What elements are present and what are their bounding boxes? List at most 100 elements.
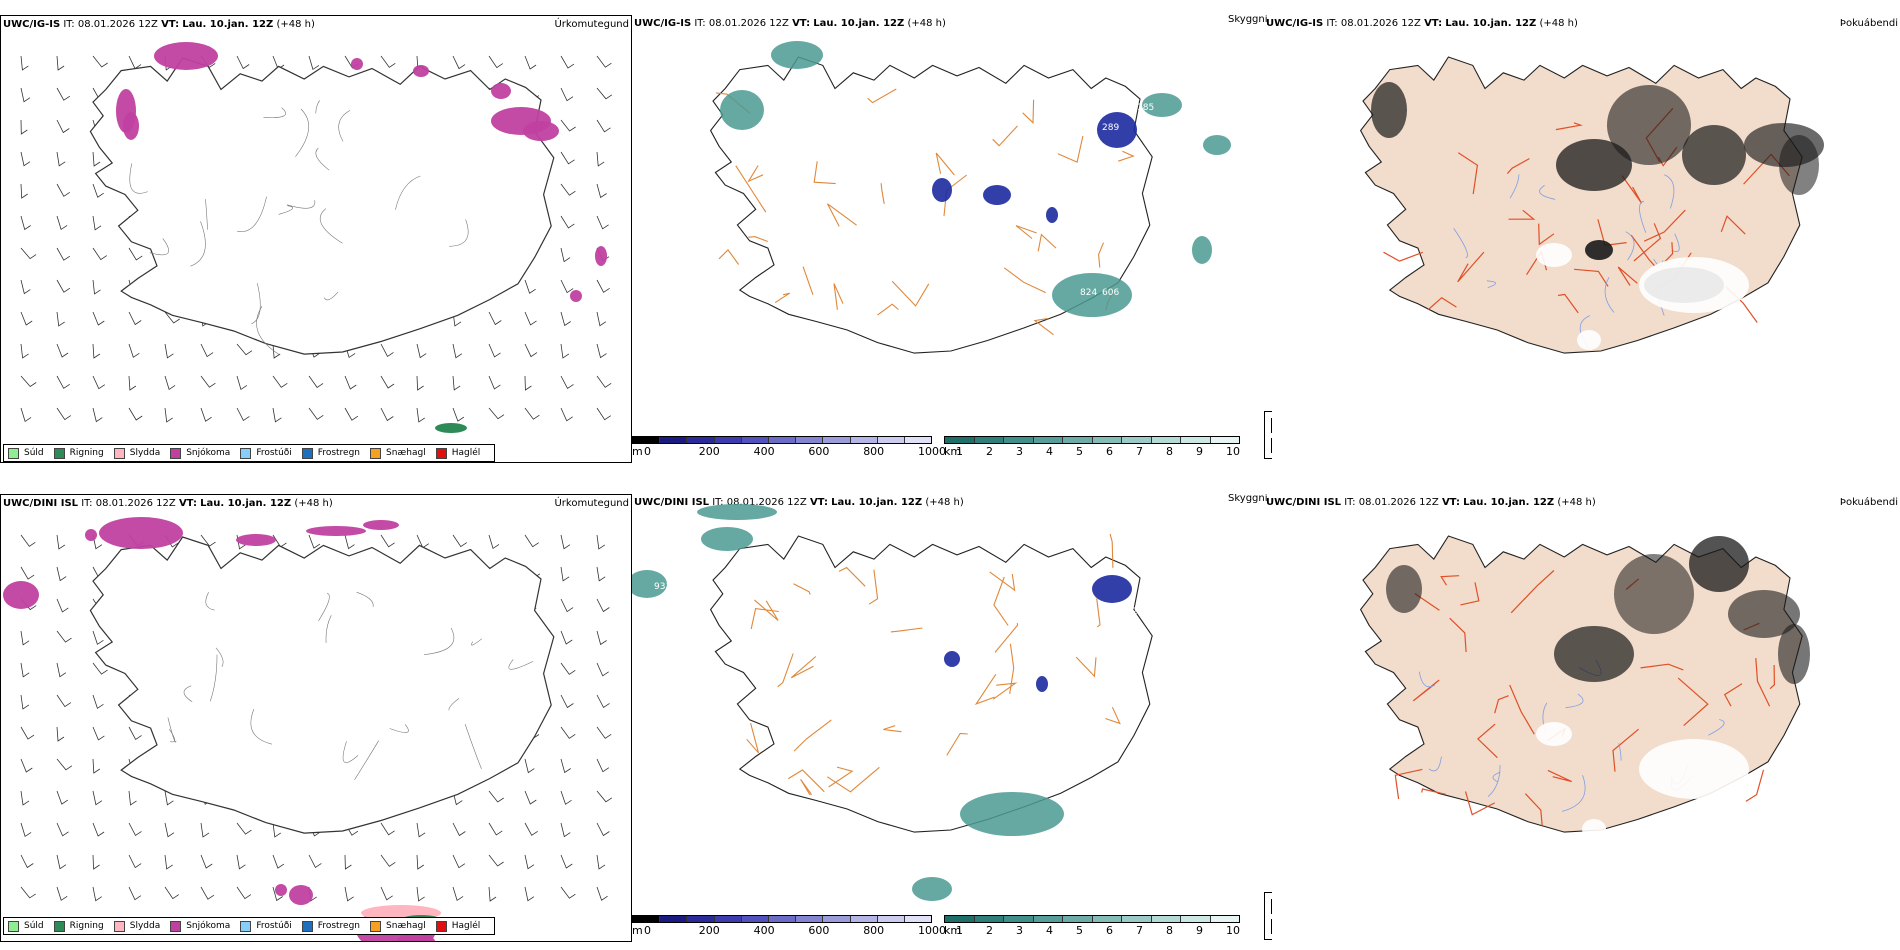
wind-barb xyxy=(452,534,468,548)
panel-header: UWC/DINI ISL IT: 08.01.2026 12Z VT: Lau.… xyxy=(632,494,1272,512)
fog-legend-row: 60 xyxy=(1271,438,1272,453)
vt-value: Lau. 10.jan. 12Z xyxy=(1445,18,1537,29)
road xyxy=(802,266,814,295)
road xyxy=(1098,242,1105,268)
legend-swatch xyxy=(53,447,65,459)
road xyxy=(788,769,825,793)
wind-barb xyxy=(20,726,35,740)
contour xyxy=(315,100,320,114)
colorbar-tick: 7 xyxy=(1136,445,1143,458)
wind-barb xyxy=(56,55,65,71)
wind-barb xyxy=(56,822,69,837)
road xyxy=(1003,267,1046,294)
legend-item: Snjókoma xyxy=(170,918,230,934)
wind-barb xyxy=(596,215,609,230)
contour xyxy=(325,615,332,643)
cloud-value-label: 289 xyxy=(1102,123,1119,133)
wind-barb xyxy=(272,886,283,902)
vt-label: VT: xyxy=(792,18,811,29)
colorbar-tick: 400 xyxy=(753,924,775,937)
river xyxy=(1625,231,1635,261)
vt-label: VT: xyxy=(1424,18,1443,29)
legend-item: Rigning xyxy=(53,918,104,934)
colorbar-segment xyxy=(1004,437,1034,443)
contour xyxy=(256,306,281,356)
wind-barb xyxy=(380,343,394,357)
contour xyxy=(354,740,379,781)
road xyxy=(1617,266,1638,286)
wind-barb xyxy=(560,183,576,196)
wind-barb xyxy=(560,662,576,675)
panel-header: UWC/DINI ISL IT: 08.01.2026 12Z VT: Lau.… xyxy=(1264,494,1900,512)
wind-barb xyxy=(416,407,426,423)
colorbar-segment xyxy=(796,916,824,922)
legend-label: Rigning xyxy=(69,448,104,458)
wind-barb xyxy=(20,790,30,806)
colorbar-segment xyxy=(660,437,688,443)
wind-barb xyxy=(56,151,66,167)
colorbar-segment xyxy=(687,437,715,443)
wind-barb xyxy=(56,87,71,101)
wind-barb xyxy=(488,854,504,867)
colorbar-segment xyxy=(714,916,742,922)
vt-value: Lau. 10.jan. 12Z xyxy=(831,497,923,508)
wind-barb xyxy=(596,343,607,359)
cloud-value-label: 606 xyxy=(1102,288,1119,298)
glacier-area xyxy=(1536,243,1572,267)
legend-label: Rigning xyxy=(69,921,104,931)
colorbar-segment xyxy=(1004,916,1034,922)
wind-barb xyxy=(416,375,424,391)
road xyxy=(1677,677,1709,727)
contour xyxy=(205,592,215,611)
wind-barb xyxy=(56,694,72,708)
road xyxy=(793,719,832,752)
colorbar-tick: 0 xyxy=(644,445,651,458)
wind-barb xyxy=(380,886,393,901)
contour xyxy=(315,147,330,171)
wind-barb xyxy=(560,726,576,739)
iceland-coastline xyxy=(89,57,555,355)
river xyxy=(1539,185,1556,200)
lead-time: (+48 h) xyxy=(925,497,964,508)
glacier-area xyxy=(1639,739,1749,799)
wind-barb xyxy=(128,886,142,901)
cloud-base-area xyxy=(944,651,960,667)
wind-barb xyxy=(596,566,606,582)
wind-barb xyxy=(128,790,137,806)
contour xyxy=(263,107,286,118)
river xyxy=(1428,756,1442,772)
wind-barb xyxy=(524,343,538,358)
model-name: UWC/IG-IS xyxy=(1266,18,1324,29)
vt-value: Lau. 10.jan. 12Z xyxy=(200,498,292,509)
contour xyxy=(508,659,534,670)
wind-barb xyxy=(596,119,611,133)
wind-barb xyxy=(596,854,606,870)
road xyxy=(1460,582,1480,606)
wind-barb xyxy=(92,758,101,774)
road xyxy=(1033,317,1054,336)
colorbar-segment xyxy=(741,437,769,443)
wind-barb xyxy=(164,854,173,870)
road xyxy=(989,571,1016,592)
colorbar-segment xyxy=(633,437,661,443)
wind-barb xyxy=(560,598,574,613)
wind-barb xyxy=(560,311,571,327)
precip-type-legend: Súld Rigning Slydda Snjókoma Frostúði Frostre… xyxy=(3,444,496,462)
wind-barb xyxy=(524,375,532,391)
road xyxy=(833,283,844,310)
model-name: UWC/IG-IS xyxy=(634,18,692,29)
road xyxy=(868,569,879,605)
glacier-area xyxy=(1536,722,1572,746)
road xyxy=(1769,664,1776,690)
legend-swatch xyxy=(8,920,19,932)
road xyxy=(1574,268,1609,287)
river xyxy=(1565,693,1584,709)
river xyxy=(1453,228,1468,259)
wind-barb xyxy=(236,822,252,835)
legend-label: Snjókoma xyxy=(186,448,231,458)
wind-barb xyxy=(524,311,537,326)
wind-barb xyxy=(92,247,108,261)
wind-barb xyxy=(92,343,101,359)
lead-time: (+48 h) xyxy=(294,498,333,509)
wind-barb xyxy=(344,534,355,550)
